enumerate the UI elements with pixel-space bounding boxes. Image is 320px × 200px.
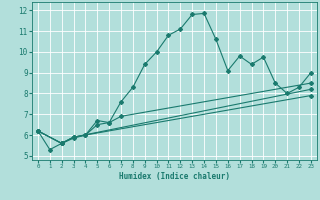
X-axis label: Humidex (Indice chaleur): Humidex (Indice chaleur) <box>119 172 230 181</box>
